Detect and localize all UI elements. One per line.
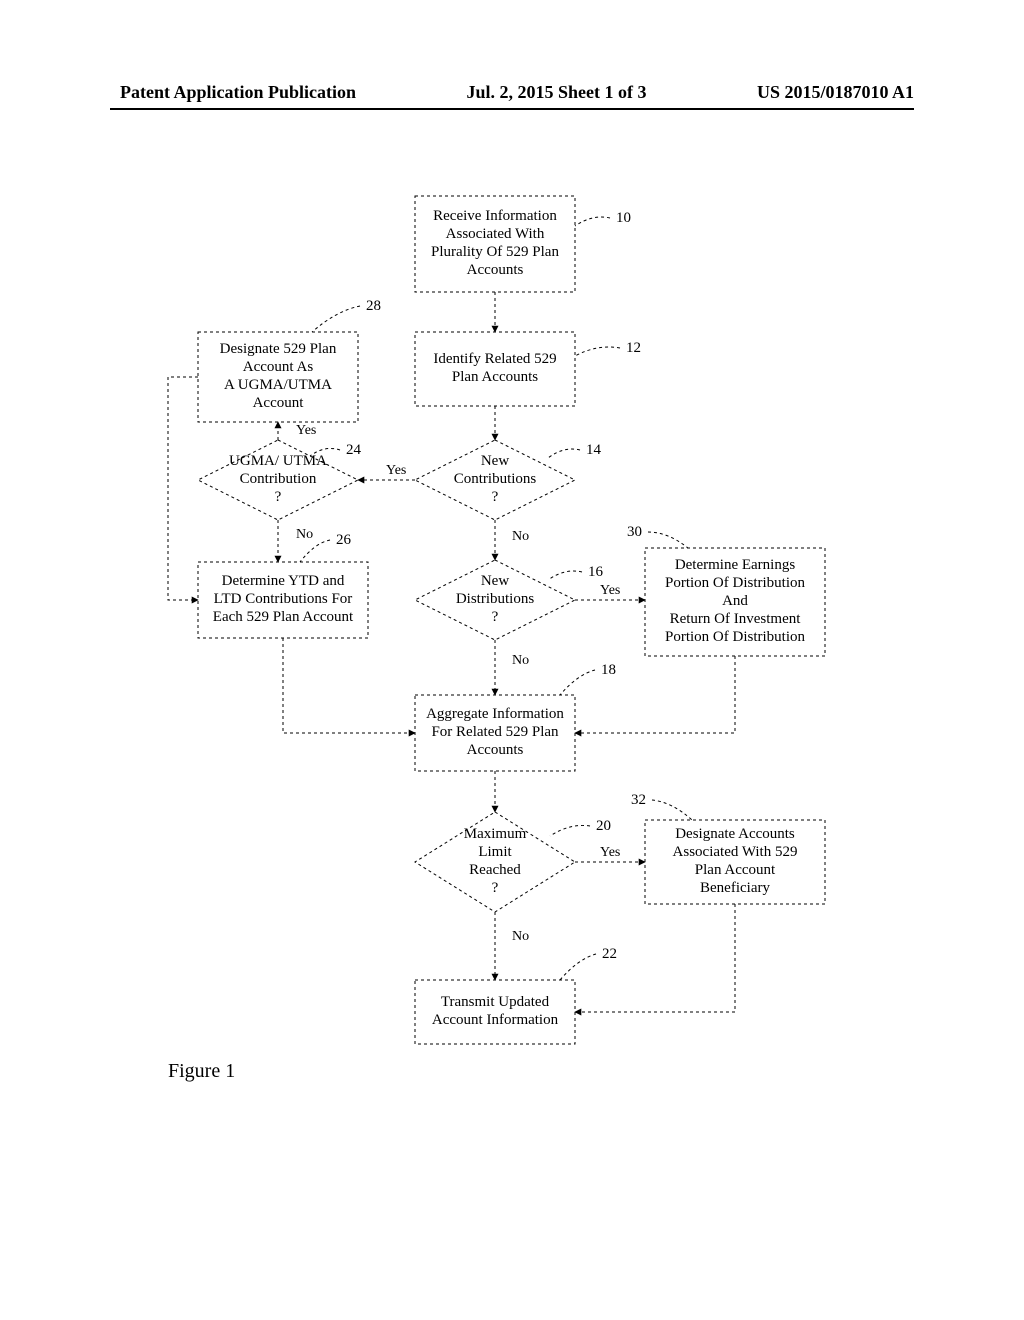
edge-label-e16_18: No — [512, 653, 529, 668]
edge-label-e14_24: Yes — [386, 463, 406, 478]
patent-page: Patent Application Publication Jul. 2, 2… — [0, 0, 1024, 1320]
ref-num-16: 16 — [588, 564, 604, 580]
ref-leader-28 — [312, 306, 360, 332]
svg-text:Designate AccountsAssociated W: Designate AccountsAssociated With 529Pla… — [673, 826, 798, 896]
ref-num-18: 18 — [601, 662, 616, 678]
ref-leader-14 — [548, 449, 580, 458]
ref-leader-30 — [648, 532, 688, 548]
svg-text:NewDistributions?: NewDistributions? — [456, 573, 535, 625]
ref-num-14: 14 — [586, 442, 602, 458]
flow-edge-e32_22 — [575, 904, 735, 1012]
flow-edge-e30_18 — [575, 656, 735, 733]
ref-num-24: 24 — [346, 442, 362, 458]
edge-label-e24_28: Yes — [296, 423, 316, 438]
svg-text:NewContributions?: NewContributions? — [454, 453, 537, 505]
ref-num-26: 26 — [336, 532, 352, 548]
ref-num-28: 28 — [366, 298, 381, 314]
ref-leader-26 — [300, 540, 330, 562]
ref-num-12: 12 — [626, 340, 641, 356]
ref-num-20: 20 — [596, 818, 611, 834]
svg-text:MaximumLimitReached?: MaximumLimitReached? — [464, 826, 527, 896]
flowchart-svg: Receive InformationAssociated WithPlural… — [0, 0, 1024, 1320]
ref-leader-12 — [575, 347, 620, 356]
ref-leader-20 — [550, 825, 590, 836]
svg-text:Determine YTD andLTD Contribut: Determine YTD andLTD Contributions ForEa… — [213, 573, 354, 625]
edge-label-e20_32: Yes — [600, 845, 620, 860]
ref-num-10: 10 — [616, 210, 631, 226]
ref-num-30: 30 — [627, 524, 642, 540]
ref-leader-18 — [560, 670, 595, 695]
ref-leader-16 — [548, 571, 582, 580]
flow-edge-e26_18 — [283, 638, 415, 733]
svg-text:UGMA/ UTMAContribution?: UGMA/ UTMAContribution? — [229, 453, 327, 505]
svg-text:Designate 529 PlanAccount AsA: Designate 529 PlanAccount AsA UGMA/UTMAA… — [220, 341, 337, 411]
ref-leader-10 — [575, 217, 610, 226]
edge-label-e20_22: No — [512, 929, 529, 944]
edge-label-e24_26: No — [296, 527, 313, 542]
ref-num-32: 32 — [631, 792, 646, 808]
edge-label-e16_30: Yes — [600, 583, 620, 598]
svg-text:Aggregate InformationFor Relat: Aggregate InformationFor Related 529 Pla… — [426, 706, 564, 758]
ref-num-22: 22 — [602, 946, 617, 962]
svg-text:Transmit UpdatedAccount Inform: Transmit UpdatedAccount Information — [432, 994, 559, 1028]
ref-leader-22 — [560, 954, 596, 980]
ref-leader-32 — [652, 800, 692, 820]
svg-text:Receive InformationAssociated: Receive InformationAssociated WithPlural… — [431, 208, 559, 278]
svg-text:Determine EarningsPortion Of D: Determine EarningsPortion Of Distributio… — [665, 557, 806, 645]
flow-edge-e28_26 — [168, 377, 198, 600]
edge-label-e14_16: No — [512, 529, 529, 544]
svg-text:Identify Related 529Plan Accou: Identify Related 529Plan Accounts — [433, 351, 556, 385]
